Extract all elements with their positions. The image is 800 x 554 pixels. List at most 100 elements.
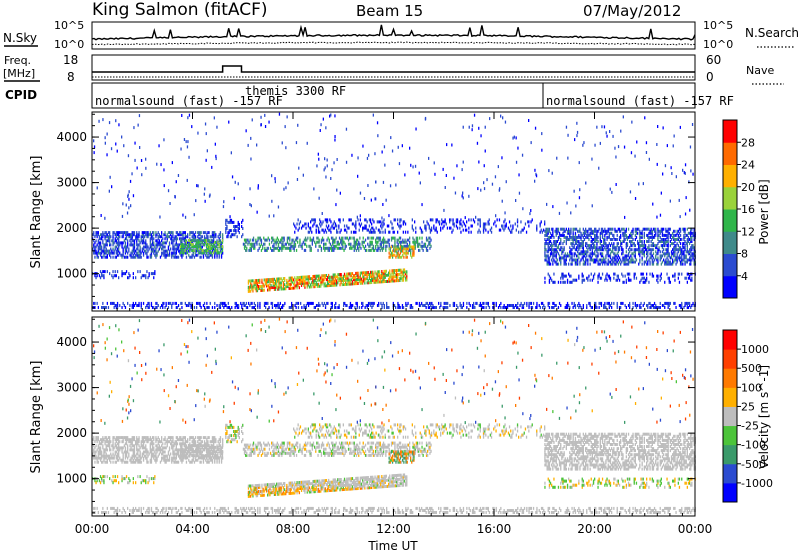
power-cell xyxy=(460,218,462,222)
power-cell xyxy=(230,233,233,237)
power-cell xyxy=(568,304,570,307)
power-cell xyxy=(207,243,209,246)
power-cell xyxy=(514,222,516,226)
power-cell xyxy=(414,220,416,224)
power-cell xyxy=(199,233,201,237)
power-cell xyxy=(562,274,564,278)
power-cell xyxy=(552,248,554,252)
power-cell xyxy=(627,254,630,258)
power-cell xyxy=(599,252,601,256)
power-cell xyxy=(269,278,271,282)
power-cell xyxy=(361,301,363,305)
power-cell xyxy=(142,301,145,305)
power-cell xyxy=(349,306,352,309)
power-cell xyxy=(678,304,681,307)
power-cell xyxy=(176,245,179,249)
power-cell xyxy=(693,304,695,307)
power-cell xyxy=(555,250,557,254)
power-cell xyxy=(336,230,338,234)
power-cell xyxy=(430,244,432,248)
power-cell xyxy=(332,226,334,230)
power-cell xyxy=(447,306,449,309)
power-cell xyxy=(309,244,311,248)
power-cell xyxy=(207,245,209,248)
power-cell xyxy=(324,246,326,250)
power-cell xyxy=(674,233,676,237)
power-cell xyxy=(399,240,402,244)
power-cell xyxy=(270,280,272,284)
power-cell xyxy=(643,301,645,305)
power-cell xyxy=(148,247,150,251)
power-cell xyxy=(101,306,103,309)
power-cell xyxy=(655,304,657,307)
power-cell xyxy=(335,306,337,309)
power-cell xyxy=(193,255,196,259)
power-cell xyxy=(220,245,222,248)
power-cell xyxy=(119,243,121,247)
power-cell xyxy=(631,240,633,243)
power-cell xyxy=(98,119,100,123)
power-cell xyxy=(127,154,130,158)
power-cell xyxy=(547,258,549,262)
power-cell xyxy=(132,194,135,198)
power-cell xyxy=(555,242,557,246)
power-cell xyxy=(693,238,695,241)
power-cell xyxy=(647,262,649,266)
power-cell xyxy=(294,284,296,288)
power-cell xyxy=(323,274,325,278)
power-cell xyxy=(240,301,242,305)
power-cell xyxy=(644,280,647,284)
power-cell xyxy=(580,252,582,256)
power-cell xyxy=(406,255,408,259)
power-cell xyxy=(362,281,364,285)
power-cell xyxy=(209,247,211,251)
power-cell xyxy=(675,262,677,266)
power-cell xyxy=(328,238,330,242)
power-cell xyxy=(105,251,107,255)
power-cell xyxy=(644,248,647,252)
power-cell xyxy=(179,249,181,253)
power-cell xyxy=(419,236,421,240)
power-cell xyxy=(401,270,403,274)
power-cell xyxy=(416,236,419,240)
power-cell xyxy=(270,284,272,288)
power-cell xyxy=(547,304,549,307)
power-cell xyxy=(368,236,370,240)
power-cell xyxy=(312,281,314,285)
power-cell xyxy=(283,236,285,240)
power-cell xyxy=(538,304,540,307)
power-cell xyxy=(659,301,661,305)
power-cell xyxy=(441,222,443,226)
power-cell xyxy=(213,235,215,239)
power-cell xyxy=(359,242,361,246)
power-cell xyxy=(358,277,360,281)
power-cell xyxy=(286,246,289,250)
power-cell xyxy=(164,231,166,235)
power-cell xyxy=(203,301,206,305)
date-label: 07/May/2012 xyxy=(583,2,681,20)
power-cell xyxy=(657,306,659,309)
power-cell xyxy=(529,301,531,305)
power-cell xyxy=(364,238,367,242)
power-cell xyxy=(161,243,163,247)
power-cell xyxy=(277,244,280,248)
power-cell xyxy=(219,247,221,251)
power-cell xyxy=(685,256,687,260)
power-cell xyxy=(561,274,563,278)
power-cell xyxy=(571,301,573,305)
power-cell xyxy=(97,239,99,243)
power-cell xyxy=(572,246,574,250)
power-cell xyxy=(209,240,211,244)
power-cell xyxy=(263,284,265,288)
power-cell xyxy=(323,244,325,248)
power-cell xyxy=(399,279,401,282)
power-cell xyxy=(276,285,278,289)
power-cell xyxy=(118,231,120,235)
power-cell xyxy=(585,231,587,235)
power-cell xyxy=(252,285,254,289)
power-cell xyxy=(172,253,174,257)
power-cell xyxy=(129,179,132,183)
power-cell xyxy=(332,222,334,226)
power-cell xyxy=(641,276,643,280)
power-cell xyxy=(478,218,480,222)
